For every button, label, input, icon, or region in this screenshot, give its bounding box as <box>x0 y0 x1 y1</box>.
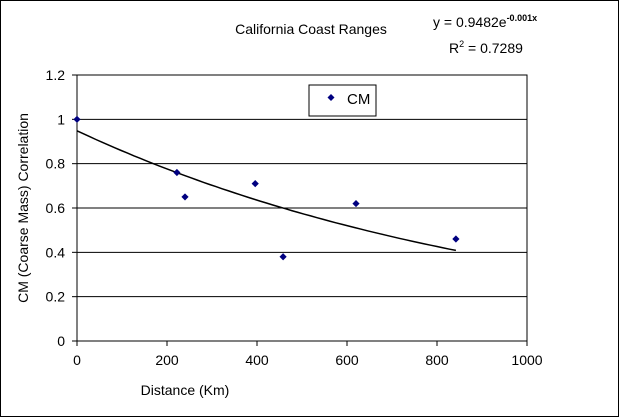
chart-title: California Coast Ranges <box>235 21 387 37</box>
x-tick-label: 200 <box>155 352 179 368</box>
data-point <box>73 115 81 123</box>
y-tick-label: 0 <box>57 333 65 349</box>
gridlines <box>77 118 527 298</box>
y-axis: 0 0.2 0.4 0.6 0.8 1 1.2 <box>46 67 77 349</box>
x-tick-label: 400 <box>245 352 269 368</box>
x-tick-label: 1000 <box>511 352 542 368</box>
data-point <box>251 180 259 188</box>
series-cm <box>73 115 460 261</box>
trendline-equation: y = 0.9482e-0.001x <box>433 13 537 30</box>
y-axis-label: CM (Coarse Mass) Correlation <box>15 113 31 303</box>
data-point <box>452 235 460 243</box>
x-axis: 0 200 400 600 800 1000 <box>73 341 543 368</box>
legend-marker <box>327 94 335 101</box>
y-tick-label: 0.8 <box>46 156 66 172</box>
y-tick-label: 0.6 <box>46 200 66 216</box>
y-tick-label: 1.2 <box>46 67 66 83</box>
x-tick-label: 800 <box>425 352 449 368</box>
data-point <box>352 199 360 208</box>
data-point <box>279 253 287 261</box>
x-tick-label: 0 <box>73 352 81 368</box>
x-axis-label: Distance (Km) <box>141 382 230 398</box>
y-tick-label: 1 <box>57 111 65 127</box>
data-point <box>173 168 181 177</box>
legend-label: CM <box>347 91 370 108</box>
trendline-r-squared: R2 = 0.7289 <box>449 39 523 56</box>
y-tick-label: 0.4 <box>46 244 66 260</box>
x-tick-label: 600 <box>335 352 359 368</box>
y-tick-label: 0.2 <box>46 289 66 305</box>
data-point <box>181 193 189 201</box>
legend: CM <box>308 84 377 117</box>
legend-box <box>308 84 377 117</box>
trendline <box>76 130 457 252</box>
